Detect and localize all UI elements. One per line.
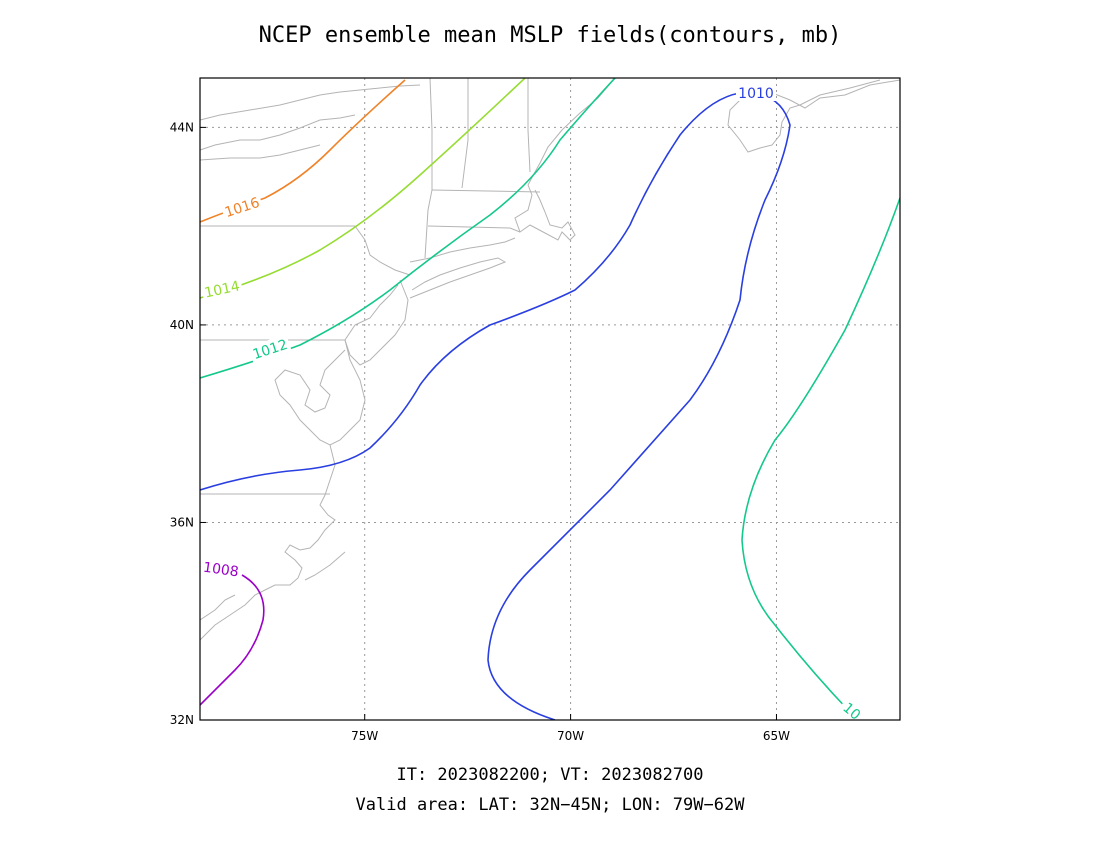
contour-label-1016: 1016 — [223, 195, 262, 221]
footer-time-info: IT: 2023082200; VT: 2023082700 — [396, 765, 703, 785]
coastline-long-island — [409, 257, 507, 299]
contour-1012-west — [200, 78, 616, 379]
contour-1012-east — [741, 197, 900, 713]
border-nh-me — [527, 78, 531, 173]
coastline-outer-banks — [304, 551, 346, 581]
axis-ticks: 75W 70W 65W 32N 36N 40N 44N — [170, 120, 790, 743]
contour-label-1010: 1010 — [738, 86, 774, 102]
lon-tick-label: 65W — [763, 729, 790, 743]
border-ny-pa — [200, 225, 411, 276]
contour-label-1014: 1014 — [203, 278, 241, 301]
figure-title: NCEP ensemble mean MSLP fields(contours,… — [259, 23, 842, 48]
lat-tick-label: 44N — [170, 120, 194, 134]
footer-valid-area: Valid area: LAT: 32N−45N; LON: 79W−62W — [356, 795, 746, 815]
contour-1010 — [200, 92, 791, 720]
mslp-contours — [200, 78, 900, 720]
border-canada — [200, 84, 421, 121]
coastline-chesapeake — [274, 339, 366, 446]
lake-ontario-shore — [200, 114, 356, 151]
border-ma-north — [431, 189, 541, 193]
contour-label-1008: 1008 — [202, 560, 240, 581]
lake-shore-west — [200, 144, 321, 161]
lon-tick-label: 75W — [351, 729, 378, 743]
coast-nc-inner — [200, 594, 236, 621]
border-vt-nh — [461, 78, 469, 189]
contour-label-1012-west: 1012 — [251, 337, 290, 363]
lat-tick-label: 32N — [170, 713, 194, 727]
lat-lon-grid — [200, 78, 900, 720]
coastline-new-jersey — [344, 279, 409, 366]
coastline-maine — [527, 78, 616, 186]
lat-tick-label: 40N — [170, 318, 194, 332]
coastline-nova-scotia — [727, 79, 900, 153]
map-frame — [199, 77, 901, 721]
contour-1016 — [200, 79, 406, 223]
lon-tick-label: 70W — [557, 729, 584, 743]
contour-labels: 1016 1014 1012 1010 1008 10 — [198, 85, 869, 727]
border-ma-south — [427, 225, 521, 233]
coastline-virginia-carolina — [200, 444, 336, 641]
lat-tick-label: 36N — [170, 515, 194, 529]
coastline-massachusetts — [514, 184, 576, 241]
contour-1008 — [200, 574, 265, 706]
contour-1014 — [200, 78, 526, 299]
coastlines-and-borders — [200, 78, 900, 641]
